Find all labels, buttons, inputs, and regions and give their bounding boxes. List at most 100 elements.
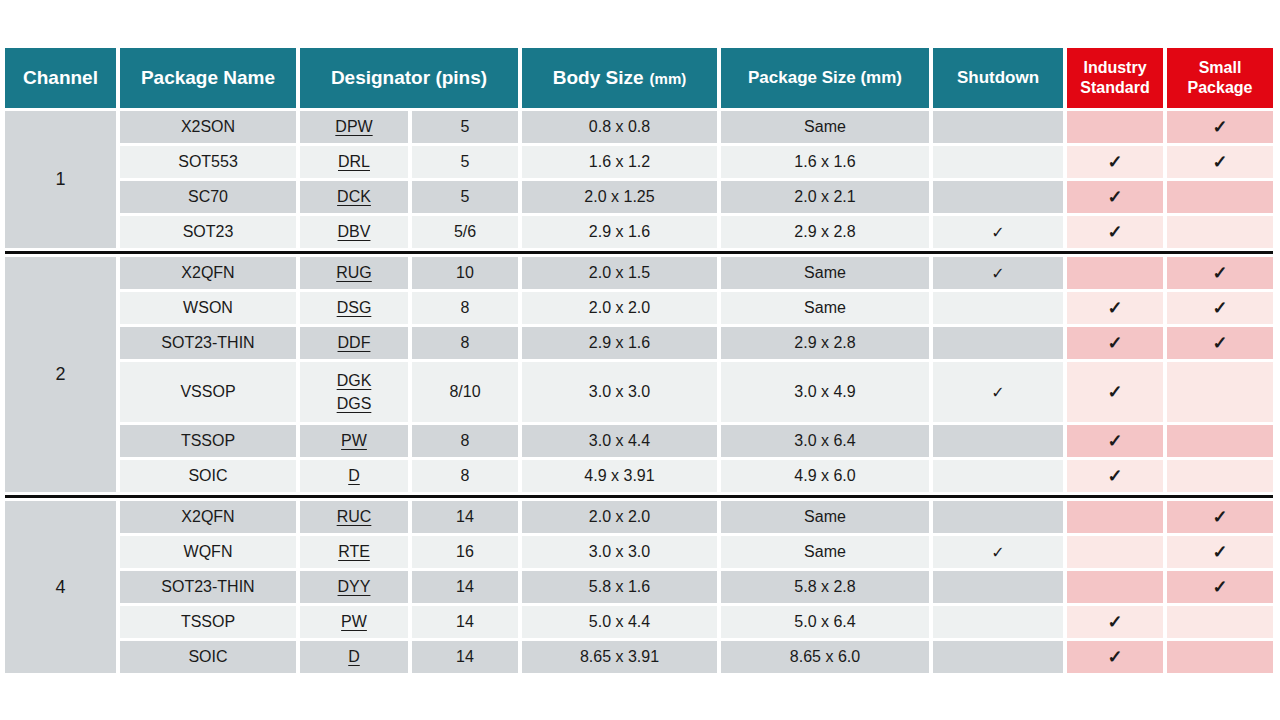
designator-link[interactable]: PW <box>341 610 367 633</box>
designator-cell: DCK <box>300 181 408 213</box>
designator-link[interactable]: RUC <box>337 505 372 528</box>
designator-link[interactable]: DPW <box>335 115 372 138</box>
designator-link[interactable]: DGS <box>337 392 372 415</box>
designator-link[interactable]: D <box>348 464 360 487</box>
designator-link[interactable]: DCK <box>337 185 371 208</box>
designator-link[interactable]: DGK <box>337 369 372 392</box>
shutdown-cell <box>933 425 1063 457</box>
package-name-cell: SOIC <box>120 641 296 673</box>
small-package-cell <box>1167 641 1273 673</box>
designator-cell: RUC <box>300 501 408 533</box>
designator-link[interactable]: DSG <box>337 296 372 319</box>
package-name-cell: SC70 <box>120 181 296 213</box>
designator-link[interactable]: DYY <box>338 575 371 598</box>
shutdown-cell <box>933 460 1063 492</box>
package-name-cell: X2SON <box>120 111 296 143</box>
package-size-cell: Same <box>721 111 929 143</box>
small-package-check: ✓ <box>1167 536 1273 568</box>
small-package-check: ✓ <box>1167 327 1273 359</box>
shutdown-check: ✓ <box>933 257 1063 289</box>
designator-link[interactable]: DDF <box>338 331 371 354</box>
package-name-cell: VSSOP <box>120 362 296 422</box>
industry-standard-check: ✓ <box>1067 181 1163 213</box>
package-size-cell: 4.9 x 6.0 <box>721 460 929 492</box>
designator-cell: RUG <box>300 257 408 289</box>
body-size-cell: 3.0 x 3.0 <box>522 362 717 422</box>
designator-cell: DBV <box>300 216 408 248</box>
small-package-cell <box>1167 460 1273 492</box>
package-size-cell: Same <box>721 501 929 533</box>
designator-link[interactable]: DBV <box>338 220 371 243</box>
small-package-check: ✓ <box>1167 292 1273 324</box>
industry-standard-check: ✓ <box>1067 606 1163 638</box>
designator-link[interactable]: RTE <box>338 540 370 563</box>
pins-cell: 5 <box>412 146 518 178</box>
shutdown-cell <box>933 501 1063 533</box>
package-size-cell: 2.9 x 2.8 <box>721 216 929 248</box>
package-name-cell: SOT23-THIN <box>120 571 296 603</box>
shutdown-cell <box>933 292 1063 324</box>
channel-cell: 4 <box>5 501 116 673</box>
designator-link-group: DGKDGS <box>337 369 372 415</box>
header-small-package-line1: Small <box>1199 58 1242 78</box>
industry-standard-check: ✓ <box>1067 362 1163 422</box>
designator-link-group: D <box>348 645 360 668</box>
designator-link-group: PW <box>341 429 367 452</box>
designator-link[interactable]: RUG <box>336 261 372 284</box>
package-size-cell: 1.6 x 1.6 <box>721 146 929 178</box>
channel-cell: 1 <box>5 111 116 248</box>
industry-standard-check: ✓ <box>1067 292 1163 324</box>
designator-cell: D <box>300 460 408 492</box>
header-industry-standard-line2: Standard <box>1080 78 1149 98</box>
pins-cell: 10 <box>412 257 518 289</box>
pins-cell: 16 <box>412 536 518 568</box>
package-name-cell: SOT23 <box>120 216 296 248</box>
designator-cell: DPW <box>300 111 408 143</box>
body-size-cell: 2.0 x 2.0 <box>522 501 717 533</box>
pins-cell: 8 <box>412 460 518 492</box>
header-shutdown: Shutdown <box>933 48 1063 108</box>
body-size-cell: 3.0 x 3.0 <box>522 536 717 568</box>
designator-link-group: RUC <box>337 505 372 528</box>
industry-standard-cell <box>1067 571 1163 603</box>
industry-standard-check: ✓ <box>1067 425 1163 457</box>
body-size-cell: 8.65 x 3.91 <box>522 641 717 673</box>
package-name-cell: WSON <box>120 292 296 324</box>
small-package-cell <box>1167 362 1273 422</box>
package-name-cell: SOT553 <box>120 146 296 178</box>
body-size-cell: 1.6 x 1.2 <box>522 146 717 178</box>
small-package-check: ✓ <box>1167 257 1273 289</box>
header-small-package: Small Package <box>1167 48 1273 108</box>
pins-cell: 14 <box>412 501 518 533</box>
package-name-cell: TSSOP <box>120 425 296 457</box>
designator-cell: RTE <box>300 536 408 568</box>
shutdown-cell <box>933 111 1063 143</box>
header-industry-standard: Industry Standard <box>1067 48 1163 108</box>
body-size-cell: 0.8 x 0.8 <box>522 111 717 143</box>
designator-link[interactable]: DRL <box>338 150 370 173</box>
body-size-cell: 3.0 x 4.4 <box>522 425 717 457</box>
designator-cell: D <box>300 641 408 673</box>
designator-link-group: DPW <box>335 115 372 138</box>
designator-link[interactable]: PW <box>341 429 367 452</box>
industry-standard-check: ✓ <box>1067 216 1163 248</box>
body-size-cell: 2.0 x 1.5 <box>522 257 717 289</box>
body-size-cell: 4.9 x 3.91 <box>522 460 717 492</box>
designator-link[interactable]: D <box>348 645 360 668</box>
small-package-cell <box>1167 425 1273 457</box>
header-package-size: Package Size (mm) <box>721 48 929 108</box>
shutdown-check: ✓ <box>933 536 1063 568</box>
shutdown-cell <box>933 606 1063 638</box>
header-package-name: Package Name <box>120 48 296 108</box>
header-designator-pins: Designator (pins) <box>300 48 518 108</box>
designator-link-group: DSG <box>337 296 372 319</box>
designator-cell: PW <box>300 606 408 638</box>
industry-standard-cell <box>1067 501 1163 533</box>
designator-cell: DSG <box>300 292 408 324</box>
designator-link-group: DDF <box>338 331 371 354</box>
designator-link-group: DYY <box>338 575 371 598</box>
pins-cell: 8/10 <box>412 362 518 422</box>
small-package-cell <box>1167 606 1273 638</box>
industry-standard-check: ✓ <box>1067 146 1163 178</box>
channel-cell: 2 <box>5 257 116 492</box>
